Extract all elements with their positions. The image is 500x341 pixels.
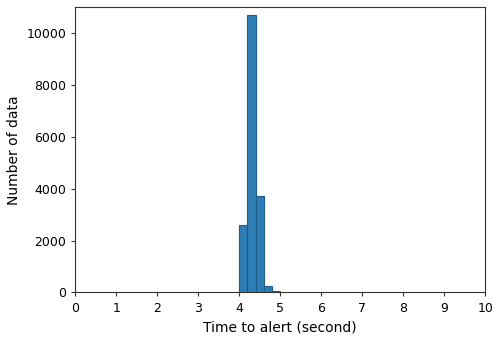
- Bar: [256, 196, 264, 293]
- Bar: [248, 15, 256, 293]
- Bar: [272, 291, 280, 293]
- Bar: [240, 225, 248, 293]
- Bar: [264, 286, 272, 293]
- Y-axis label: Number of data: Number of data: [7, 95, 21, 205]
- X-axis label: Time to alert (second): Time to alert (second): [204, 320, 357, 334]
